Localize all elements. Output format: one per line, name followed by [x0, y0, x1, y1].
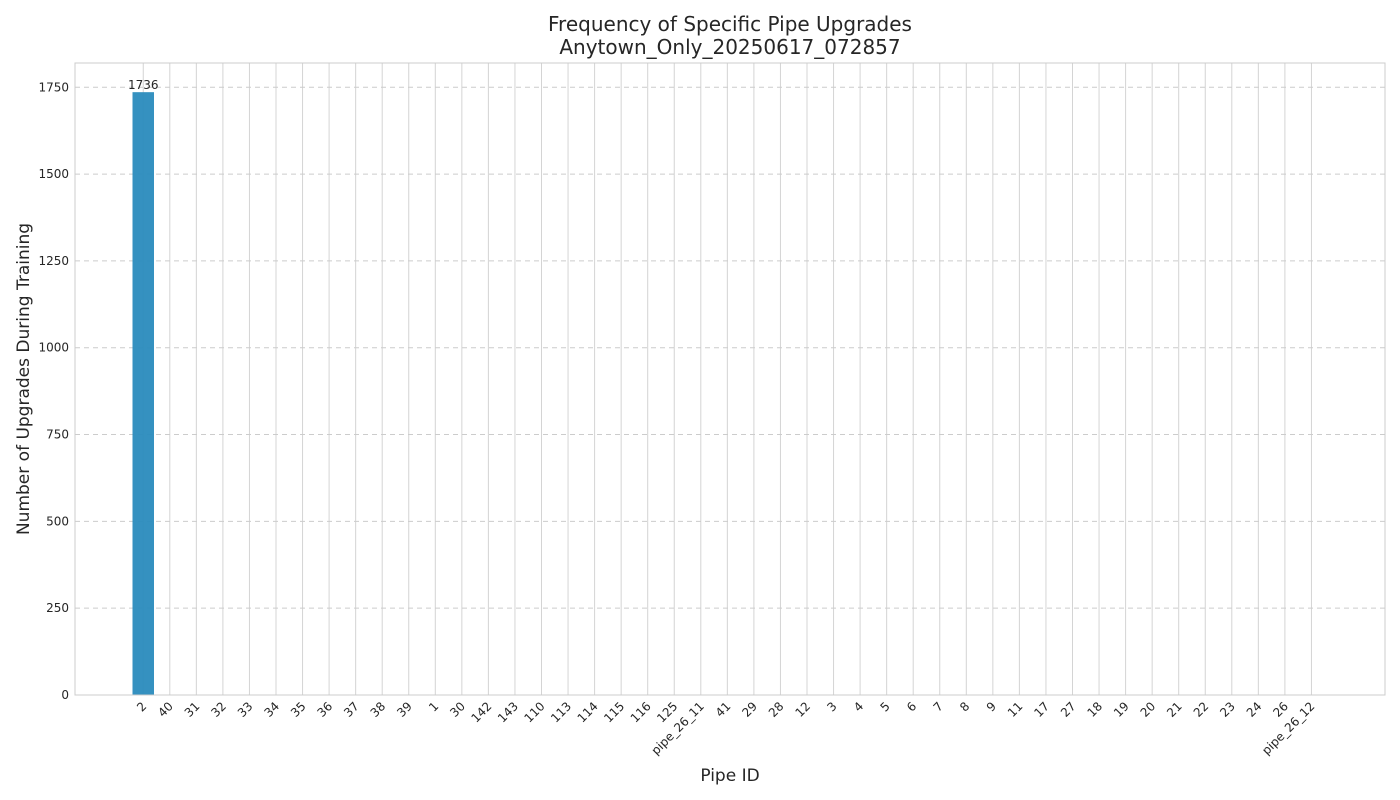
x-tick-label: 17	[1031, 699, 1052, 720]
x-tick-label: 114	[575, 699, 601, 725]
y-tick-label: 1500	[38, 167, 69, 181]
x-tick-label: 6	[904, 699, 919, 714]
x-tick-label: 7	[931, 699, 946, 714]
x-tick-label: 116	[628, 699, 654, 725]
y-tick-label: 1750	[38, 80, 69, 94]
y-axis-label: Number of Upgrades During Training	[14, 223, 34, 535]
x-tick-label: 20	[1138, 699, 1159, 720]
x-tick-label: 26	[1270, 699, 1291, 720]
x-tick-label: 1	[426, 699, 441, 714]
y-tick-label: 500	[46, 514, 69, 528]
y-tick-label: 250	[46, 601, 69, 615]
x-tick-label: 30	[447, 699, 468, 720]
x-tick-label: 12	[792, 699, 813, 720]
x-tick-label: 27	[1058, 699, 1079, 720]
x-tick-label: 39	[394, 699, 415, 720]
x-tick-label: 35	[288, 699, 309, 720]
x-tick-label: 38	[368, 699, 389, 720]
x-tick-label: 5	[877, 699, 892, 714]
y-tick-label: 750	[46, 428, 69, 442]
chart-subtitle: Anytown_Only_20250617_072857	[559, 35, 901, 59]
bar-data-label: 1736	[128, 78, 159, 92]
x-tick-label: 29	[739, 699, 760, 720]
x-tick-label: 28	[766, 699, 787, 720]
x-tick-label: 40	[155, 699, 176, 720]
y-tick-label: 1250	[38, 254, 69, 268]
x-tick-label: 142	[468, 699, 494, 725]
x-tick-label: 115	[601, 699, 627, 725]
x-tick-label: 37	[341, 699, 362, 720]
x-tick-label: 31	[182, 699, 203, 720]
x-tick-label: 34	[261, 699, 282, 720]
x-tick-label: 8	[957, 699, 972, 714]
x-tick-label: 41	[713, 699, 734, 720]
x-tick-label: 22	[1191, 699, 1212, 720]
x-tick-label: 113	[548, 699, 574, 725]
x-tick-label: 32	[208, 699, 229, 720]
x-tick-label: 9	[984, 699, 999, 714]
x-tick-label: 3	[824, 699, 839, 714]
x-axis-label: Pipe ID	[700, 766, 759, 786]
x-tick-label: 4	[851, 699, 866, 714]
x-tick-label: 24	[1244, 699, 1265, 720]
chart-title: Frequency of Specific Pipe Upgrades	[548, 12, 912, 36]
x-tick-label: 36	[315, 699, 336, 720]
plot-frame	[74, 62, 1386, 696]
x-tick-label: 11	[1005, 699, 1026, 720]
x-tick-label: 2	[134, 699, 149, 714]
x-tick-label: 18	[1084, 699, 1105, 720]
x-tick-label: 23	[1217, 699, 1238, 720]
x-tick-label: 19	[1111, 699, 1132, 720]
x-tick-label: 33	[235, 699, 256, 720]
x-tick-label: 143	[495, 699, 521, 725]
x-tick-label: 110	[522, 699, 548, 725]
bar	[132, 92, 154, 695]
y-tick-label: 1000	[38, 341, 69, 355]
y-tick-label: 0	[61, 688, 69, 702]
x-tick-label: 21	[1164, 699, 1185, 720]
